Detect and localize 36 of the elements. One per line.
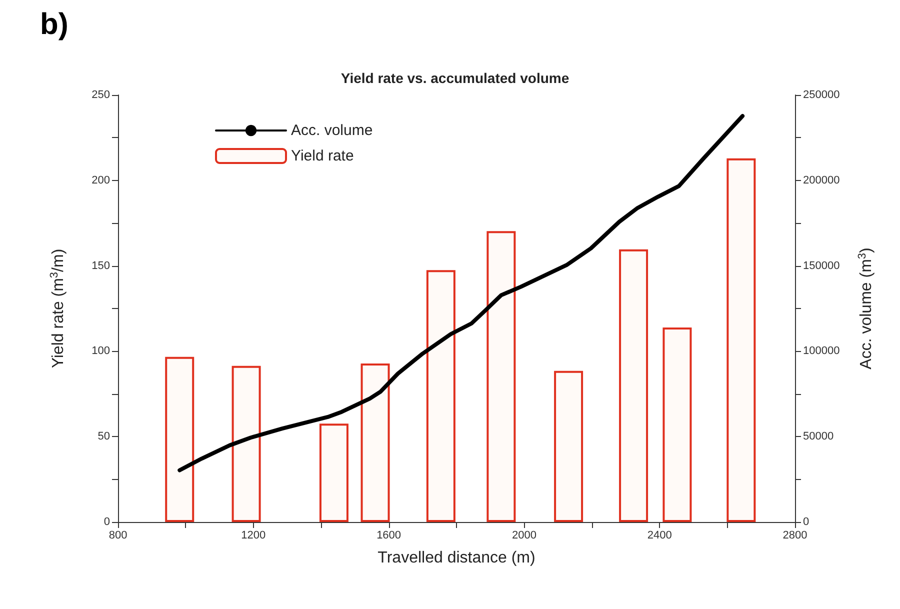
- bar: [486, 231, 516, 522]
- x-tick-label: 2400: [647, 530, 672, 542]
- legend-label: Yield rate: [291, 148, 354, 164]
- y2-tick-label: 100000: [803, 345, 840, 358]
- y2-tick-label: 150000: [803, 260, 840, 272]
- bar: [662, 327, 692, 522]
- legend-label: Acc. volume: [291, 122, 373, 139]
- bar: [726, 158, 756, 522]
- y-tick-label: 250: [92, 89, 110, 101]
- y2-tick-label: 50000: [803, 430, 834, 443]
- y-tick-label: 150: [92, 260, 110, 272]
- bar: [554, 370, 584, 522]
- bar: [319, 424, 348, 522]
- x-tick-label: 2000: [512, 530, 536, 542]
- y-tick-label: 50: [98, 430, 110, 443]
- bar: [232, 366, 261, 522]
- y-tick-label: 100: [92, 345, 110, 358]
- line-series: [178, 114, 745, 472]
- bar: [165, 356, 194, 522]
- bar: [426, 270, 456, 522]
- text: b): [40, 8, 68, 42]
- y-axis-title: Yield rate (m3/m): [48, 248, 67, 368]
- y2-tick-label: 0: [803, 516, 810, 528]
- y-tick-label: 200: [92, 174, 110, 186]
- x-tick-label: 1200: [241, 530, 266, 542]
- y2-tick-label: 250000: [803, 89, 840, 101]
- chart-title: Yield rate vs. accumulated volume: [340, 70, 570, 86]
- x-tick-label: 1600: [376, 530, 402, 542]
- y2-tick-label: 200000: [803, 174, 840, 186]
- bar: [360, 364, 390, 522]
- x-axis-title: Travelled distance (m): [378, 550, 536, 566]
- y-tick-label: 0: [104, 516, 110, 528]
- bar: [619, 249, 648, 522]
- x-tick-label: 800: [108, 530, 128, 542]
- x-tick-label: 2800: [782, 530, 808, 542]
- y2-axis-title: Acc. volume (m3): [856, 248, 875, 370]
